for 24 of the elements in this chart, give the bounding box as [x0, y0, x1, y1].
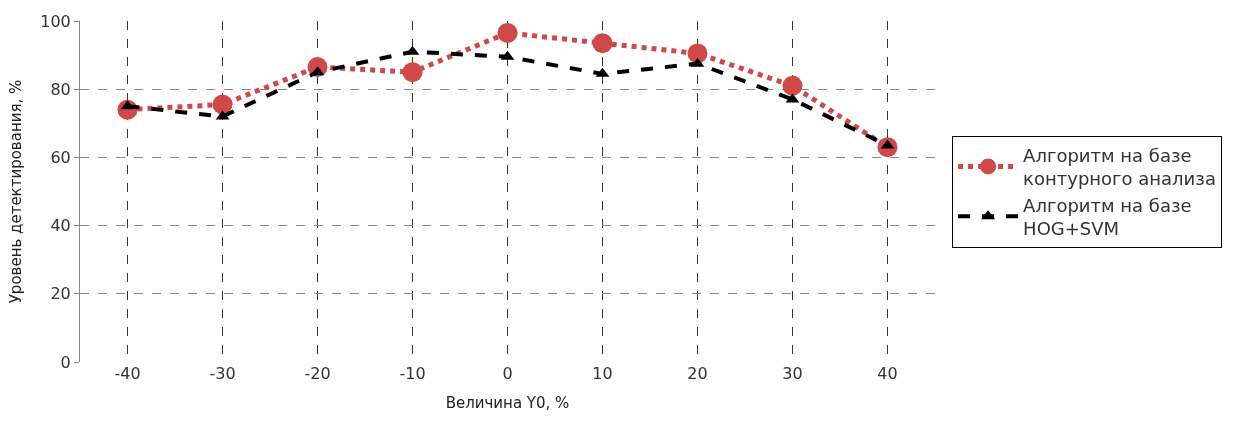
point — [497, 22, 518, 43]
point — [687, 43, 708, 64]
legend-label: Алгоритм на базе HOG+SVM — [1023, 194, 1192, 239]
x-tick-label: 40 — [877, 364, 898, 383]
y-tick-label: 20 — [50, 284, 71, 304]
y-tick-label: 100 — [40, 11, 71, 31]
point — [212, 94, 233, 115]
x-tick-label: -20 — [304, 364, 331, 383]
x-tick-label: 10 — [592, 364, 613, 383]
x-tick-label: 30 — [782, 364, 803, 383]
legend-label: Алгоритм на базе контурного анализа — [1023, 144, 1216, 190]
y-axis-title: Уровень детектирования, % — [6, 79, 25, 304]
point — [592, 33, 613, 54]
x-tick-label: 20 — [687, 364, 708, 383]
y-tick-label: 40 — [50, 216, 71, 236]
y-tick-label: 80 — [50, 79, 71, 99]
x-axis-title: Величина Y0, % — [445, 394, 570, 412]
y-tick-label: 60 — [50, 148, 71, 167]
x-tick-label: -30 — [209, 364, 236, 383]
x-tick-label: -10 — [399, 364, 426, 383]
point — [782, 75, 803, 96]
point — [402, 62, 423, 83]
x-tick-label: -40 — [114, 364, 141, 383]
x-tick-label: 0 — [502, 364, 513, 383]
